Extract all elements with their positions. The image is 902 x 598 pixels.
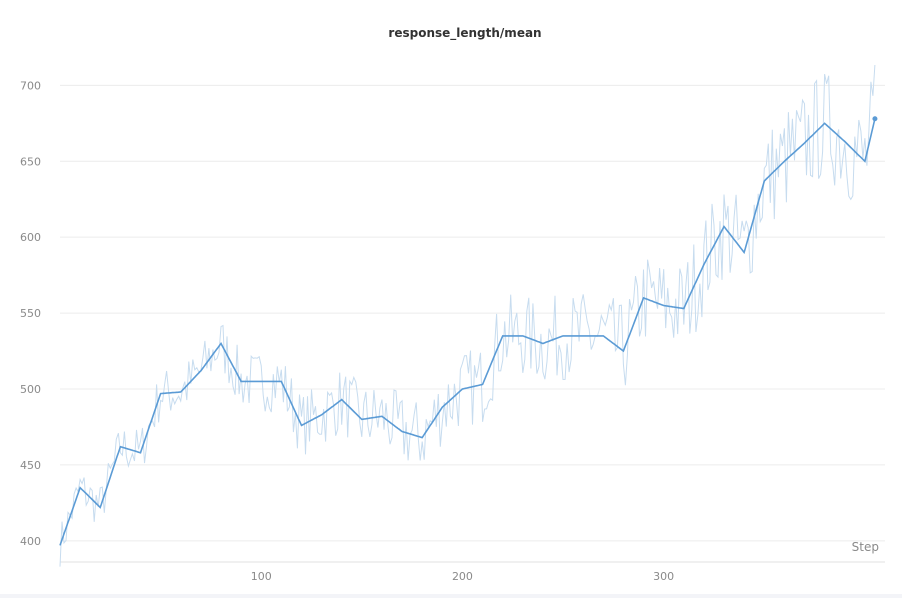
y-tick-label-700: 700 bbox=[20, 79, 41, 92]
y-tick-label-600: 600 bbox=[20, 231, 41, 244]
y-tick-label-450: 450 bbox=[20, 459, 41, 472]
series-end-point bbox=[872, 116, 878, 122]
grid-lines bbox=[60, 84, 885, 563]
smoothed-series-group bbox=[59, 116, 878, 546]
raw-series-group bbox=[59, 64, 876, 567]
chart-title: response_length/mean bbox=[388, 26, 541, 41]
x-tick-label-100: 100 bbox=[251, 570, 272, 583]
x-tick-label-200: 200 bbox=[452, 570, 473, 583]
x-tick-label-300: 300 bbox=[653, 570, 674, 583]
y-tick-label-650: 650 bbox=[20, 155, 41, 168]
y-tick-label-550: 550 bbox=[20, 307, 41, 320]
smoothed-series-line bbox=[59, 118, 876, 546]
x-tick-labels: 100 200 300 bbox=[251, 570, 674, 583]
y-tick-label-400: 400 bbox=[20, 535, 41, 548]
raw-series-line bbox=[59, 64, 876, 567]
x-axis-label: Step bbox=[852, 540, 879, 554]
y-tick-labels: 400 450 500 550 600 650 700 bbox=[20, 79, 41, 547]
y-tick-label-500: 500 bbox=[20, 383, 41, 396]
